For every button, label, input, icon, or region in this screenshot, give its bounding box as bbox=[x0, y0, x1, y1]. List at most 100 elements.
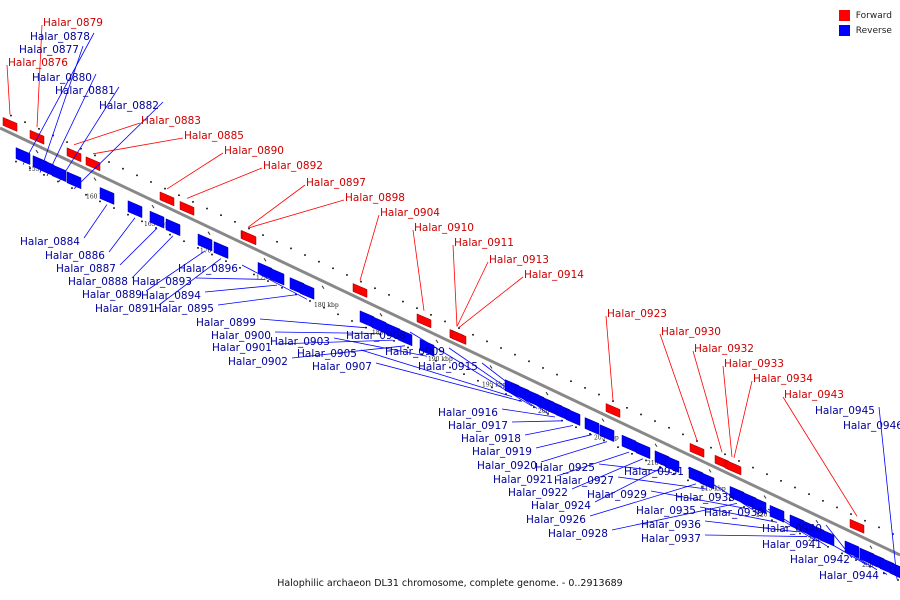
reverse-gene-label[interactable]: Halar_0907 bbox=[312, 361, 372, 373]
reverse-gene-label[interactable]: Halar_0891 bbox=[95, 303, 155, 315]
reverse-gene-block[interactable] bbox=[584, 417, 600, 435]
reverse-gene-block[interactable] bbox=[664, 455, 680, 473]
reverse-gene-label[interactable]: Halar_0942 bbox=[790, 554, 850, 566]
reverse-gene-block[interactable] bbox=[149, 210, 165, 229]
reverse-gene-label[interactable]: Halar_0935 bbox=[636, 505, 696, 517]
reverse-gene-label[interactable]: Halar_0903 bbox=[270, 336, 330, 348]
reverse-gene-block[interactable] bbox=[844, 540, 860, 559]
reverse-gene-label[interactable]: Halar_0920 bbox=[477, 460, 537, 472]
forward-gene-label[interactable]: Halar_0934 bbox=[753, 373, 813, 385]
reverse-gene-label[interactable]: Halar_0893 bbox=[132, 276, 192, 288]
forward-gene-block[interactable] bbox=[451, 330, 467, 345]
reverse-gene-label[interactable]: Halar_0887 bbox=[56, 263, 116, 275]
reverse-gene-label[interactable]: Halar_0936 bbox=[641, 519, 701, 531]
forward-gene-label[interactable]: Halar_0911 bbox=[454, 237, 514, 249]
reverse-gene-label[interactable]: Halar_0937 bbox=[641, 533, 701, 545]
reverse-gene-label[interactable]: Halar_0895 bbox=[154, 303, 214, 315]
reverse-gene-label[interactable]: Halar_0940 bbox=[762, 523, 822, 535]
reverse-gene-label[interactable]: Halar_0938 bbox=[675, 492, 735, 504]
reverse-gene-label[interactable]: Halar_0941 bbox=[762, 539, 822, 551]
forward-gene-block[interactable] bbox=[179, 201, 195, 216]
reverse-gene-label[interactable]: Halar_0901 bbox=[212, 342, 272, 354]
reverse-gene-label[interactable]: Halar_0909 bbox=[385, 346, 445, 358]
forward-gene-label[interactable]: Halar_0898 bbox=[345, 192, 405, 204]
reverse-gene-label[interactable]: Halar_0896 bbox=[178, 263, 238, 275]
reverse-gene-block[interactable] bbox=[197, 233, 213, 252]
reverse-gene-label[interactable]: Halar_0877 bbox=[19, 44, 79, 56]
reverse-gene-block[interactable] bbox=[99, 187, 115, 205]
forward-gene-label[interactable]: Halar_0897 bbox=[306, 177, 366, 189]
reverse-gene-label[interactable]: Halar_0899 bbox=[196, 317, 256, 329]
forward-gene-label[interactable]: Halar_0885 bbox=[184, 130, 244, 142]
reverse-gene-label[interactable]: Halar_0928 bbox=[548, 528, 608, 540]
reverse-gene-block[interactable] bbox=[127, 200, 143, 219]
reverse-gene-label[interactable]: Halar_0894 bbox=[141, 290, 201, 302]
forward-gene-block[interactable] bbox=[689, 442, 705, 458]
reverse-gene-label[interactable]: Halar_0925 bbox=[535, 462, 595, 474]
reverse-gene-label[interactable]: Halar_0924 bbox=[531, 500, 591, 512]
reverse-gene-label[interactable]: Halar_0889 bbox=[82, 289, 142, 301]
forward-gene-block[interactable] bbox=[352, 283, 368, 298]
forward-gene-label[interactable]: Halar_0883 bbox=[141, 115, 201, 127]
reverse-gene-block[interactable] bbox=[599, 424, 615, 443]
reverse-gene-label[interactable]: Halar_0886 bbox=[45, 250, 105, 262]
reverse-gene-block[interactable] bbox=[51, 164, 67, 183]
reverse-gene-block[interactable] bbox=[621, 434, 637, 453]
reverse-gene-block[interactable] bbox=[819, 528, 835, 547]
reverse-gene-label[interactable]: Halar_0921 bbox=[493, 474, 553, 486]
reverse-gene-block[interactable] bbox=[165, 218, 181, 237]
forward-gene-label[interactable]: Halar_0933 bbox=[724, 358, 784, 370]
reverse-gene-block[interactable] bbox=[751, 496, 767, 515]
reverse-gene-label[interactable]: Halar_0931 bbox=[624, 466, 684, 478]
forward-gene-label[interactable]: Halar_0892 bbox=[263, 160, 323, 172]
reverse-gene-block[interactable] bbox=[635, 441, 651, 460]
reverse-gene-label[interactable]: Halar_0916 bbox=[438, 407, 498, 419]
reverse-gene-label[interactable]: Halar_0929 bbox=[587, 489, 647, 501]
reverse-gene-label[interactable]: Halar_0946 bbox=[843, 420, 900, 432]
reverse-gene-label[interactable]: Halar_0919 bbox=[472, 446, 532, 458]
forward-gene-block[interactable] bbox=[416, 313, 432, 329]
reverse-gene-label[interactable]: Halar_0939 bbox=[704, 507, 764, 519]
reverse-gene-block[interactable] bbox=[213, 241, 229, 259]
reverse-gene-label[interactable]: Halar_0905 bbox=[297, 348, 357, 360]
reverse-gene-block[interactable] bbox=[299, 281, 315, 300]
forward-gene-block[interactable] bbox=[241, 230, 257, 246]
forward-gene-label[interactable]: Halar_0943 bbox=[784, 389, 844, 401]
forward-gene-label[interactable]: Halar_0904 bbox=[380, 207, 440, 219]
reverse-gene-label[interactable]: Halar_0888 bbox=[68, 276, 128, 288]
reverse-gene-label[interactable]: Halar_0915 bbox=[418, 361, 478, 373]
reverse-gene-label[interactable]: Halar_0917 bbox=[448, 420, 508, 432]
reverse-gene-block[interactable] bbox=[15, 147, 31, 165]
forward-gene-block[interactable] bbox=[849, 518, 865, 534]
reverse-gene-block[interactable] bbox=[66, 171, 82, 190]
reverse-gene-label[interactable]: Halar_0926 bbox=[526, 514, 586, 526]
reverse-gene-label[interactable]: Halar_0944 bbox=[819, 570, 879, 582]
reverse-gene-label[interactable]: Halar_0884 bbox=[20, 236, 80, 248]
forward-gene-label[interactable]: Halar_0914 bbox=[524, 269, 584, 281]
reverse-gene-block[interactable] bbox=[269, 267, 285, 286]
reverse-gene-block[interactable] bbox=[397, 328, 413, 347]
forward-gene-block[interactable] bbox=[159, 191, 175, 207]
reverse-gene-label[interactable]: Halar_0922 bbox=[508, 487, 568, 499]
forward-gene-label[interactable]: Halar_0930 bbox=[661, 326, 721, 338]
reverse-gene-label[interactable]: Halar_0882 bbox=[99, 100, 159, 112]
forward-gene-block[interactable] bbox=[605, 403, 621, 418]
reverse-gene-label[interactable]: Halar_0902 bbox=[228, 356, 288, 368]
reverse-gene-label[interactable]: Halar_0881 bbox=[55, 85, 115, 97]
forward-gene-label[interactable]: Halar_0910 bbox=[414, 222, 474, 234]
forward-gene-label[interactable]: Halar_0923 bbox=[607, 308, 667, 320]
reverse-gene-label[interactable]: Halar_0945 bbox=[815, 405, 875, 417]
forward-gene-label[interactable]: Halar_0932 bbox=[694, 343, 754, 355]
forward-gene-label[interactable]: Halar_0879 bbox=[43, 17, 103, 29]
forward-gene-label[interactable]: Halar_0876 bbox=[8, 57, 68, 69]
reverse-gene-block[interactable] bbox=[419, 338, 435, 357]
forward-gene-label[interactable]: Halar_0913 bbox=[489, 254, 549, 266]
reverse-gene-label[interactable]: Halar_0908 bbox=[346, 330, 406, 342]
forward-gene-block[interactable] bbox=[2, 117, 18, 132]
reverse-gene-block[interactable] bbox=[565, 408, 581, 426]
forward-gene-block[interactable] bbox=[66, 147, 82, 163]
forward-gene-block[interactable] bbox=[726, 460, 742, 476]
reverse-gene-label[interactable]: Halar_0880 bbox=[32, 72, 92, 84]
forward-gene-label[interactable]: Halar_0890 bbox=[224, 145, 284, 157]
reverse-gene-label[interactable]: Halar_0927 bbox=[554, 475, 614, 487]
